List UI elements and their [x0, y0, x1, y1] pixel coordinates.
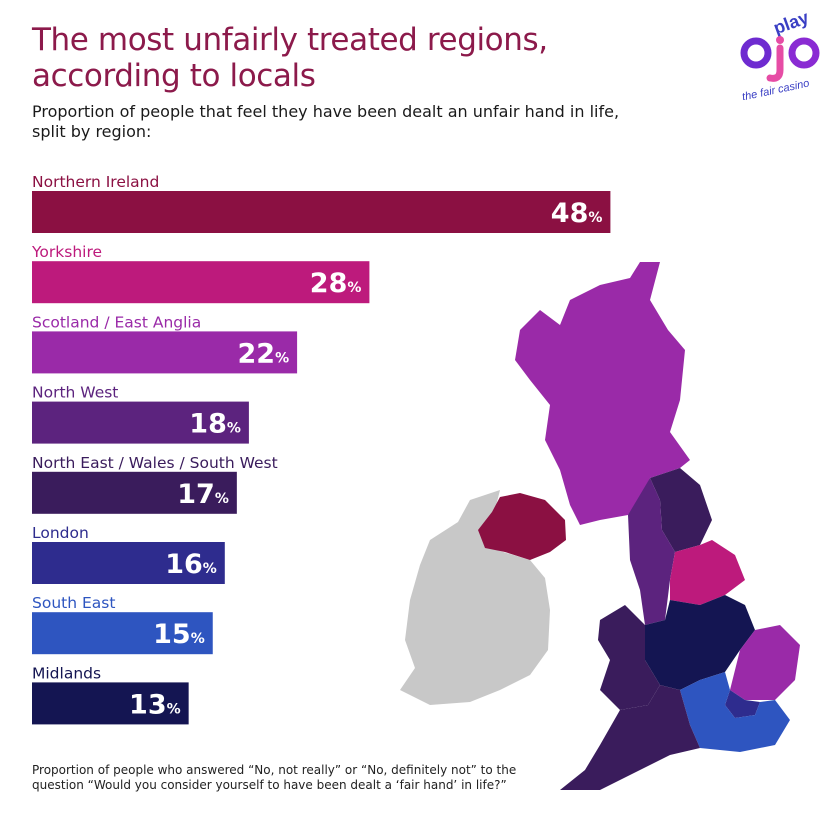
bar: [32, 612, 213, 655]
category-label: Scotland / East Anglia: [32, 313, 201, 331]
bar: [32, 471, 237, 514]
category-label: Yorkshire: [31, 243, 102, 261]
bar-value-label: 16%: [165, 549, 217, 580]
bar-value-label: 18%: [189, 409, 241, 440]
bar: [32, 401, 249, 444]
bar: [32, 191, 611, 233]
map-wales: [598, 605, 660, 710]
uk-map: [400, 262, 800, 790]
map-scotland: [515, 262, 690, 525]
footnote: Proportion of people who answered “No, n…: [32, 763, 552, 793]
playojo-logo: play the fair casino: [740, 8, 820, 100]
category-label: North West: [32, 384, 118, 402]
category-label: South East: [32, 594, 115, 612]
category-label: Northern Ireland: [32, 173, 159, 191]
bar: [32, 261, 370, 304]
map-midlands: [645, 595, 755, 690]
chart-title: The most unfairly treated regions, accor…: [32, 22, 548, 94]
map-north-west: [628, 478, 675, 625]
category-label: North East / Wales / South West: [32, 454, 278, 472]
logo-j: [766, 44, 784, 82]
subtitle-line-2: split by region:: [32, 122, 152, 141]
bar-value-label: 28%: [310, 268, 362, 299]
footnote-line-2: question “Would you consider yourself to…: [32, 778, 507, 792]
title-line-1: The most unfairly treated regions,: [32, 22, 548, 58]
bar: [32, 682, 189, 725]
map-south-east: [680, 672, 790, 752]
logo-dot: [776, 36, 784, 44]
subtitle-line-1: Proportion of people that feel they have…: [32, 102, 620, 121]
map-ireland: [400, 490, 550, 705]
map-london: [725, 690, 760, 718]
bar: [32, 542, 225, 584]
title-line-2: according to locals: [32, 58, 316, 94]
map-yorkshire: [670, 540, 745, 605]
logo-o-left: [740, 37, 772, 69]
map-northern-ireland: [478, 493, 566, 560]
footnote-line-1: Proportion of people who answered “No, n…: [32, 763, 517, 777]
map-south-west: [560, 685, 700, 790]
bar: [32, 331, 298, 374]
map-east-anglia: [730, 625, 800, 700]
category-label: London: [32, 524, 89, 542]
bar-value-label: 13%: [129, 689, 181, 720]
bar-value-label: 48%: [551, 198, 603, 229]
map-north-east: [650, 468, 712, 552]
category-label: Midlands: [32, 664, 101, 682]
bar-value-label: 17%: [177, 479, 229, 510]
bar-value-label: 22%: [237, 338, 289, 369]
chart-subtitle: Proportion of people that feel they have…: [32, 102, 652, 142]
logo-o-right: [788, 37, 820, 69]
bar-value-label: 15%: [153, 619, 205, 650]
